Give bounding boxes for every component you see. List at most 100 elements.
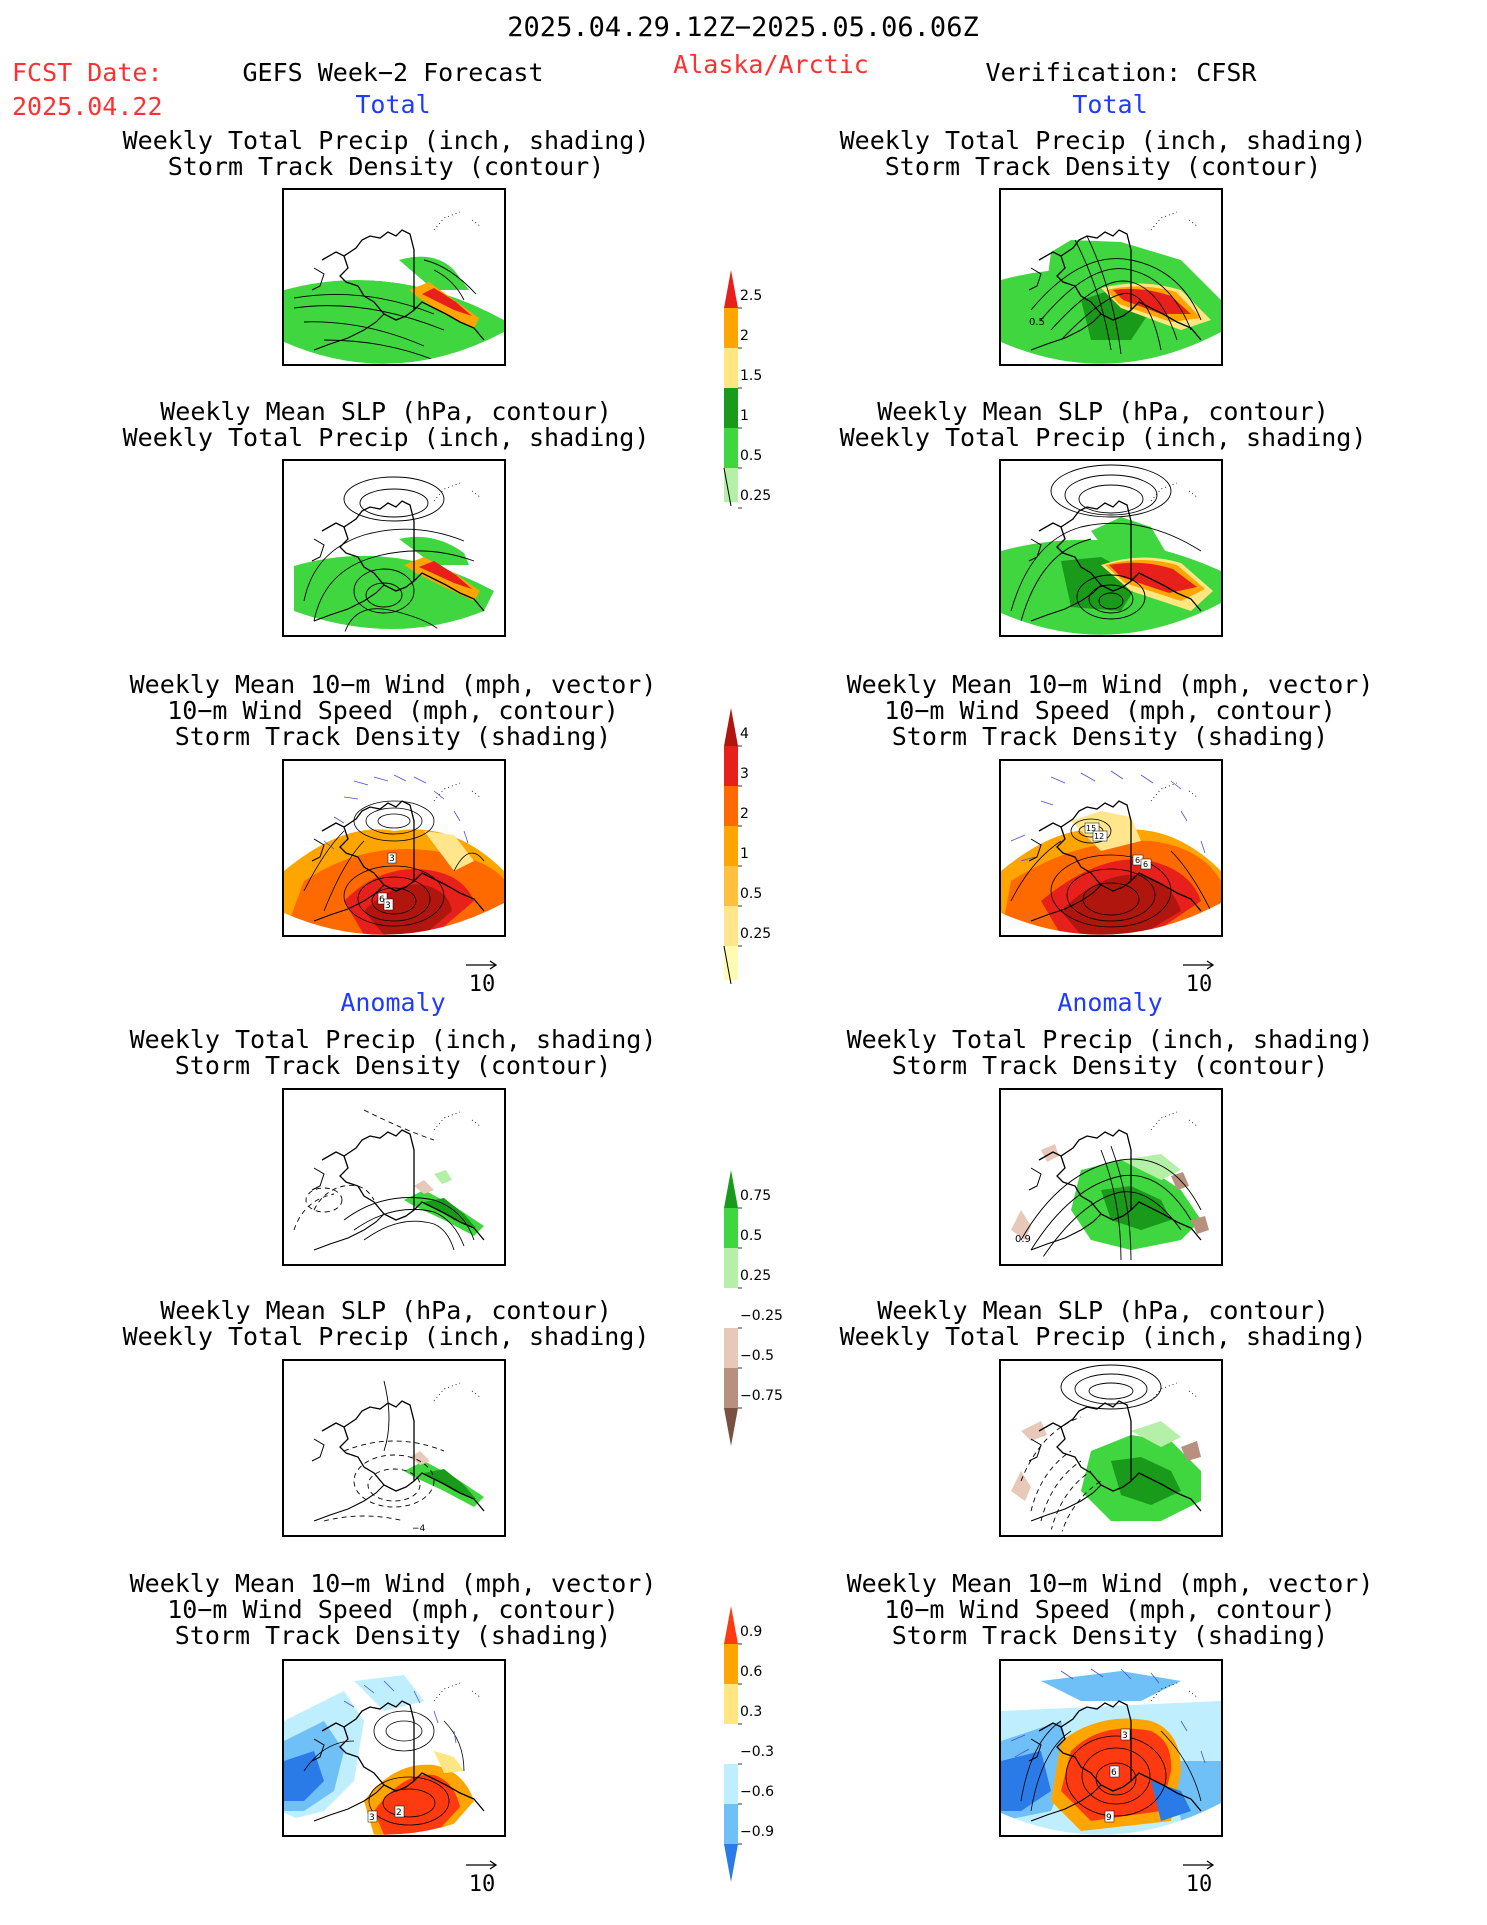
colorbar-segment — [724, 1208, 738, 1248]
forecast-title: GEFS Week−2 Forecast — [242, 58, 544, 87]
reference-vector-obs-anom: 10 — [1179, 1855, 1219, 1897]
colorbar-segment — [724, 1724, 738, 1764]
colorbar-tick-label: 0.5 — [740, 1228, 763, 1244]
section-anomaly-left: Anomaly — [340, 988, 446, 1017]
colorbar-segment — [724, 866, 738, 906]
colorbar-tick-label: −0.25 — [740, 1308, 783, 1324]
colorbar-tick-label: 1 — [740, 846, 749, 862]
colorbar-tick-label: 0.5 — [740, 448, 763, 464]
colorbar-graphic — [724, 1606, 742, 1882]
map-fc-anom-slp: −4 — [282, 1359, 506, 1537]
colorbar-segment — [724, 906, 738, 946]
panel-title-obs-anom-slp: Weekly Mean SLP (hPa, contour) Weekly Tot… — [839, 1296, 1367, 1351]
colorbar-segment — [724, 946, 738, 981]
colorbar-graphic — [723, 270, 742, 509]
section-anomaly-right: Anomaly — [1057, 988, 1163, 1017]
colorbar-segment — [724, 308, 738, 348]
colorbar-segment — [724, 1764, 738, 1804]
colorbar-graphic — [723, 708, 742, 985]
contour-label: 6 — [379, 895, 385, 905]
contour-label: 3 — [1122, 1731, 1128, 1741]
colorbar-segment — [724, 1606, 738, 1644]
reference-vector-obs-total: 10 — [1179, 955, 1219, 997]
panel-title-fc-total-slp: Weekly Mean SLP (hPa, contour) Weekly Tot… — [122, 397, 650, 452]
contour-label: 6 — [1111, 1768, 1117, 1778]
colorbar-tick-label: 0.6 — [740, 1664, 763, 1680]
reference-vector-fc-total: 10 — [462, 955, 502, 997]
colorbar-segment — [724, 388, 738, 428]
panel-title-obs-total-precip: Weekly Total Precip (inch, shading) Storm… — [839, 126, 1367, 181]
colorbar-precip-anom: 0.75 0.5 0.25 −0.25 −0.5 −0.75 — [718, 1168, 788, 1448]
contour-label: 0.5 — [1029, 317, 1045, 328]
date-range: 2025.04.29.12Z−2025.05.06.06Z — [507, 12, 979, 43]
panel-title-fc-anom-wind: Weekly Mean 10−m Wind (mph, vector) 10−m … — [129, 1569, 657, 1650]
panel-title-fc-total-precip: Weekly Total Precip (inch, shading) Storm… — [122, 126, 650, 181]
colorbar-tick-label: 1 — [740, 408, 749, 424]
colorbar-tick-label: 0.5 — [740, 886, 763, 902]
contour-label: 6 — [1143, 860, 1148, 869]
map-obs-total-slp — [999, 459, 1223, 637]
colorbar-track-anom: 0.9 0.6 0.3 −0.3 −0.6 −0.9 — [718, 1604, 788, 1884]
colorbar-segment — [724, 1804, 738, 1844]
panel-title-obs-total-wind: Weekly Mean 10−m Wind (mph, vector) 10−m … — [846, 670, 1374, 751]
map-fc-total-precip — [282, 188, 506, 366]
colorbar-precip-total: 2.5 2 1.5 1 0.5 0.25 — [718, 268, 788, 509]
colorbar-tick-label: 0.25 — [740, 488, 772, 504]
colorbar-tick-label: 0.75 — [740, 1188, 772, 1204]
map-fc-total-slp — [282, 459, 506, 637]
contour-label: −4 — [412, 1524, 426, 1534]
contour-label: 3 — [369, 1813, 375, 1823]
verification-title: Verification: CFSR — [985, 58, 1257, 87]
contour-label: 6 — [1135, 856, 1140, 865]
contour-label: 12 — [1094, 832, 1104, 841]
panel-title-obs-anom-precip: Weekly Total Precip (inch, shading) Storm… — [846, 1025, 1374, 1080]
colorbar-segment — [724, 270, 738, 308]
colorbar-track-total: 4 3 2 1 0.5 0.25 — [718, 706, 788, 986]
colorbar-tick-label: 2.5 — [740, 288, 763, 304]
colorbar-graphic — [724, 1170, 742, 1446]
colorbar-tick-label: 0.25 — [740, 1268, 772, 1284]
contour-label: 0.9 — [1015, 1234, 1031, 1245]
colorbar-tick-label: 0.3 — [740, 1704, 763, 1720]
colorbar-segment — [724, 786, 738, 826]
map-fc-anom-precip — [282, 1088, 506, 1266]
reference-vector-fc-anom: 10 — [462, 1855, 502, 1897]
map-obs-total-wind: 15 12 6 6 — [999, 759, 1223, 937]
colorbar-tick-label: −0.5 — [740, 1348, 774, 1364]
colorbar-segment — [724, 468, 738, 503]
colorbar-tick-label: −0.6 — [740, 1784, 774, 1800]
fcst-date-label: FCST Date: — [12, 58, 163, 87]
map-fc-total-wind: 6 3 3 — [282, 759, 506, 937]
panel-title-obs-anom-wind: Weekly Mean 10−m Wind (mph, vector) 10−m … — [846, 1569, 1374, 1650]
colorbar-segment — [724, 1288, 738, 1328]
contour-label: 15 — [1086, 824, 1096, 833]
colorbar-segment — [724, 746, 738, 786]
colorbar-segment — [724, 1684, 738, 1724]
colorbar-segment — [724, 348, 738, 388]
panel-title-obs-total-slp: Weekly Mean SLP (hPa, contour) Weekly Tot… — [839, 397, 1367, 452]
colorbar-tick-label: −0.75 — [740, 1388, 783, 1404]
contour-label: 2 — [396, 1808, 402, 1818]
colorbar-tick-label: 0.25 — [740, 926, 772, 942]
section-total-right: Total — [1072, 90, 1148, 119]
map-obs-total-precip: 0.5 — [999, 188, 1223, 366]
colorbar-segment — [724, 1408, 738, 1446]
contour-label: 3 — [389, 854, 395, 864]
colorbar-segment — [724, 826, 738, 866]
fcst-date-value: 2025.04.22 — [12, 92, 163, 121]
contour-label: 3 — [385, 901, 391, 911]
colorbar-segment — [724, 1248, 738, 1288]
colorbar-tick-label: 3 — [740, 766, 749, 782]
colorbar-tick-label: 1.5 — [740, 368, 763, 384]
colorbar-tick-label: −0.3 — [740, 1744, 774, 1760]
map-obs-anom-slp — [999, 1359, 1223, 1537]
colorbar-segment — [724, 1368, 738, 1408]
region-title: Alaska/Arctic — [673, 50, 869, 79]
section-total-left: Total — [355, 90, 431, 119]
colorbar-segment — [724, 708, 738, 746]
map-fc-anom-wind: 3 2 — [282, 1659, 506, 1837]
colorbar-tick-label: −0.9 — [740, 1824, 774, 1840]
colorbar-tail — [723, 467, 732, 507]
map-obs-anom-precip: 0.9 — [999, 1088, 1223, 1266]
panel-title-fc-total-wind: Weekly Mean 10−m Wind (mph, vector) 10−m … — [129, 670, 657, 751]
